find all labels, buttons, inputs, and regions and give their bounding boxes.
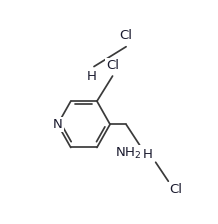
Text: H: H bbox=[87, 70, 96, 83]
Text: Cl: Cl bbox=[169, 183, 182, 196]
Text: Cl: Cl bbox=[120, 29, 133, 42]
Text: Cl: Cl bbox=[106, 59, 119, 72]
Text: H: H bbox=[143, 148, 153, 161]
Text: N: N bbox=[53, 118, 63, 131]
Text: NH$_2$: NH$_2$ bbox=[115, 146, 141, 161]
